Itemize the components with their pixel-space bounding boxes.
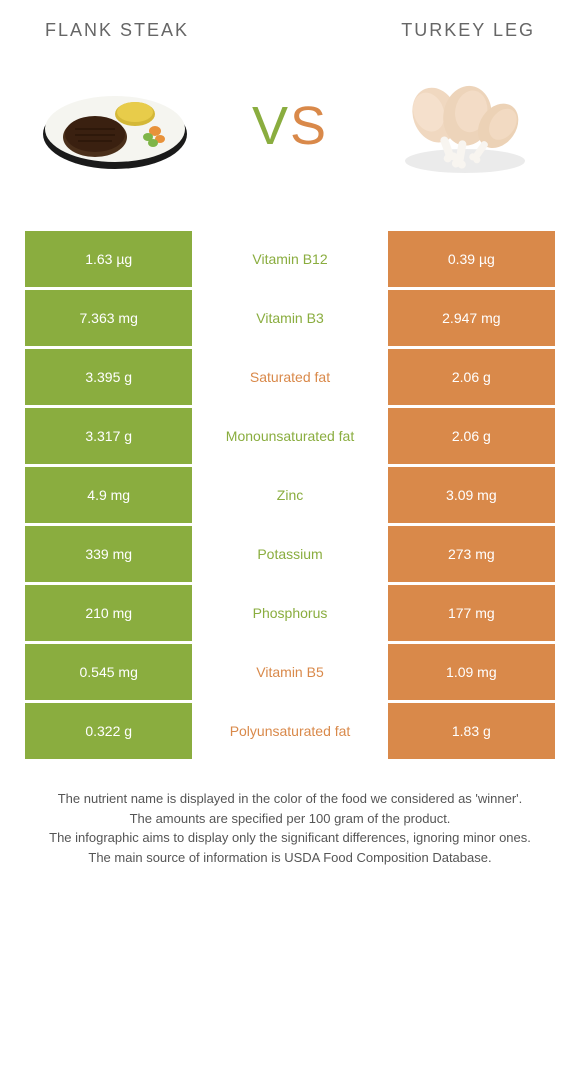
nutrient-name-cell: Saturated fat [192, 349, 387, 405]
nutrient-row: 4.9 mgZinc3.09 mg [25, 467, 555, 523]
nutrient-name-cell: Monounsaturated fat [192, 408, 387, 464]
footer-text: The nutrient name is displayed in the co… [25, 789, 555, 867]
nutrient-name-cell: Potassium [192, 526, 387, 582]
left-value-cell: 210 mg [25, 585, 192, 641]
footer-line-1: The nutrient name is displayed in the co… [35, 789, 545, 809]
left-value-cell: 339 mg [25, 526, 192, 582]
right-value-cell: 3.09 mg [388, 467, 555, 523]
right-value-cell: 1.83 g [388, 703, 555, 759]
left-value-cell: 3.317 g [25, 408, 192, 464]
left-value-cell: 0.545 mg [25, 644, 192, 700]
nutrient-name-cell: Vitamin B5 [192, 644, 387, 700]
left-value-cell: 1.63 µg [25, 231, 192, 287]
right-value-cell: 1.09 mg [388, 644, 555, 700]
footer-line-4: The main source of information is USDA F… [35, 848, 545, 868]
left-value-cell: 3.395 g [25, 349, 192, 405]
nutrient-row: 3.317 gMonounsaturated fat2.06 g [25, 408, 555, 464]
nutrient-name-cell: Zinc [192, 467, 387, 523]
left-value-cell: 7.363 mg [25, 290, 192, 346]
right-value-cell: 273 mg [388, 526, 555, 582]
flank-steak-image [35, 71, 195, 181]
footer-line-2: The amounts are specified per 100 gram o… [35, 809, 545, 829]
nutrient-name-cell: Polyunsaturated fat [192, 703, 387, 759]
left-value-cell: 4.9 mg [25, 467, 192, 523]
nutrient-row: 210 mgPhosphorus177 mg [25, 585, 555, 641]
right-value-cell: 2.947 mg [388, 290, 555, 346]
images-row: VS [25, 71, 555, 181]
nutrient-row: 339 mgPotassium273 mg [25, 526, 555, 582]
nutrient-row: 3.395 gSaturated fat2.06 g [25, 349, 555, 405]
nutrient-name-cell: Vitamin B12 [192, 231, 387, 287]
right-value-cell: 177 mg [388, 585, 555, 641]
left-food-title: FLANK STEAK [25, 20, 290, 41]
vs-s-letter: S [290, 96, 328, 156]
nutrient-row: 0.322 gPolyunsaturated fat1.83 g [25, 703, 555, 759]
turkey-leg-image [385, 71, 545, 181]
nutrient-name-cell: Phosphorus [192, 585, 387, 641]
nutrient-row: 1.63 µgVitamin B120.39 µg [25, 231, 555, 287]
right-value-cell: 0.39 µg [388, 231, 555, 287]
vs-v-letter: V [252, 96, 290, 156]
right-value-cell: 2.06 g [388, 408, 555, 464]
nutrient-name-cell: Vitamin B3 [192, 290, 387, 346]
vs-label: VS [252, 95, 328, 157]
header-row: FLANK STEAK TURKEY LEG [25, 20, 555, 41]
footer-line-3: The infographic aims to display only the… [35, 828, 545, 848]
nutrient-row: 0.545 mgVitamin B51.09 mg [25, 644, 555, 700]
nutrient-row: 7.363 mgVitamin B32.947 mg [25, 290, 555, 346]
right-food-title: TURKEY LEG [290, 20, 555, 41]
nutrient-table: 1.63 µgVitamin B120.39 µg7.363 mgVitamin… [25, 231, 555, 759]
right-value-cell: 2.06 g [388, 349, 555, 405]
infographic-container: FLANK STEAK TURKEY LEG VS [0, 0, 580, 887]
left-value-cell: 0.322 g [25, 703, 192, 759]
